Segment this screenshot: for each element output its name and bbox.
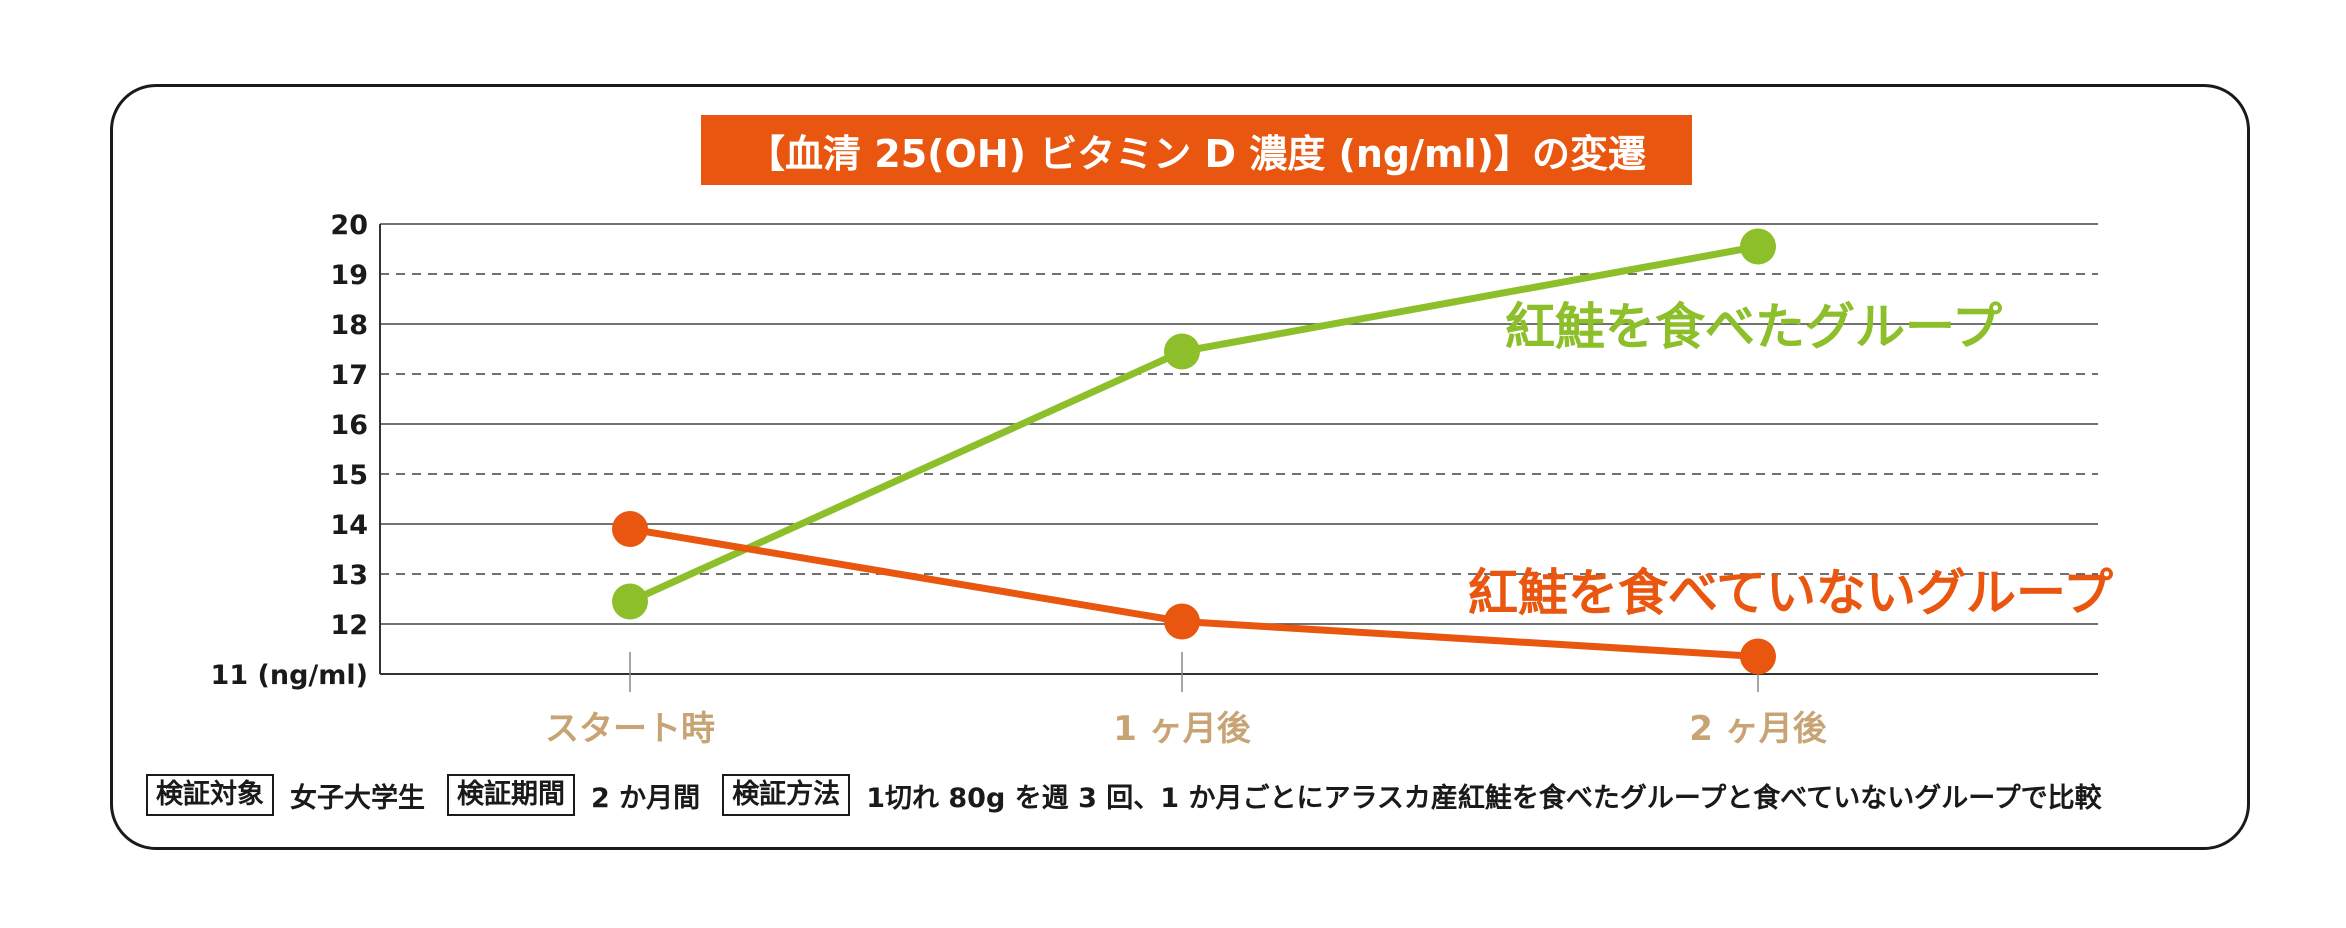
y-tick-label: 18 <box>330 310 368 341</box>
data-point <box>1740 228 1776 265</box>
y-tick-label: 11 (ng/ml) <box>211 660 368 691</box>
y-tick-label: 13 <box>330 560 368 591</box>
subject-label: 検証対象 <box>146 774 274 816</box>
data-point <box>612 583 648 620</box>
y-tick-label: 12 <box>330 610 368 641</box>
y-tick-label: 19 <box>330 260 368 291</box>
y-tick-label: 14 <box>330 510 368 541</box>
x-category-label: 2 ヶ月後 <box>1689 709 1827 749</box>
period-label: 検証期間 <box>447 774 575 816</box>
x-category-label: スタート時 <box>545 709 715 749</box>
method-label: 検証方法 <box>722 774 851 816</box>
method-value: 1切れ 80g を週 3 回、1 か月ごとにアラスカ産紅鮭を食べたグループと食べ… <box>866 782 2102 814</box>
subject-value: 女子大学生 <box>290 782 425 814</box>
data-point <box>1164 333 1200 370</box>
series-label: 紅鮭を食べていないグループ <box>1468 564 2113 622</box>
data-point <box>1740 638 1776 675</box>
series-label: 紅鮭を食べたグループ <box>1505 298 2002 356</box>
y-tick-label: 15 <box>330 460 368 491</box>
y-tick-label: 17 <box>330 360 368 391</box>
data-point <box>612 511 648 547</box>
verification-info: 検証対象 女子大学生 検証期間 2 か月間 検証方法 1切れ 80g を週 3 … <box>146 773 2124 817</box>
chart-title: 【血清 25(OH) ビタミン D 濃度 (ng/ml)】の変遷 <box>701 115 1692 185</box>
chart-frame <box>110 84 2250 850</box>
y-tick-label: 20 <box>330 210 368 241</box>
x-category-label: 1 ヶ月後 <box>1113 709 1251 749</box>
y-tick-label: 16 <box>330 410 368 441</box>
data-point <box>1164 603 1200 640</box>
period-value: 2 か月間 <box>591 782 701 814</box>
